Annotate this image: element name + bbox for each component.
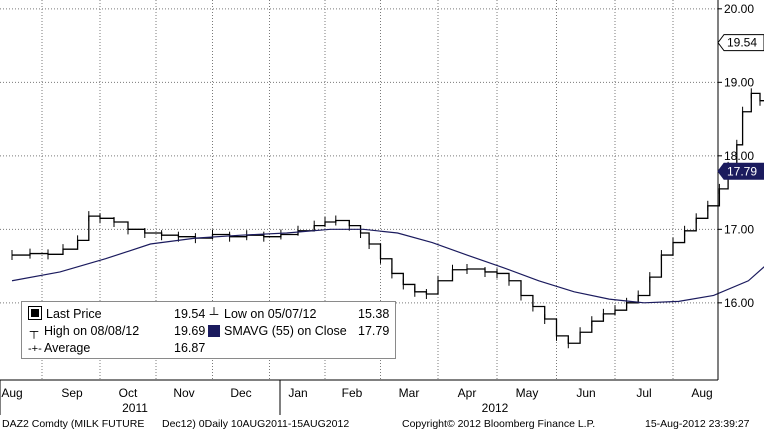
legend-high-value: 19.69 [174,324,206,338]
y-tick-label-0: 20.00 [724,2,754,16]
price-chart: 20.00 19.00 18.00 17.00 16.00 19.54 17.79 Aug Se… [0,0,764,415]
legend-last-price-label: Last Price [46,307,102,321]
month-label-1: Sep [61,386,83,400]
month-label-9: May [516,386,539,400]
year-label-1: 2012 [482,401,509,415]
legend-high-label: High on 08/08/12 [44,324,140,338]
smavg-badge-label: 17.79 [727,164,757,178]
last-price-badge [717,34,764,52]
high-marker-icon: ┬ [29,324,39,338]
month-label-11: Jul [636,386,651,400]
footer-contract: Dec12) 0Daily 10AUG2011-15AUG2012 [162,418,350,430]
grid-lines [0,0,718,380]
y-tick-label-1: 19.00 [724,75,754,89]
legend-average-value: 16.87 [174,341,206,355]
month-label-7: Mar [399,386,420,400]
footer-ticker: DAZ2 Comdty (MILK FUTURE [2,418,145,430]
legend-last-price-value: 19.54 [174,307,206,321]
month-label-12: Aug [691,386,712,400]
month-label-4: Dec [230,386,251,400]
smavg-badge [717,162,764,180]
year-label-0: 2011 [122,401,148,415]
last-price-swatch-icon [28,306,42,320]
low-marker-icon: ┴ [209,307,219,321]
legend-low-value: 15.38 [358,307,390,321]
axes: 20.00 19.00 18.00 17.00 16.00 19.54 17.79 Aug Se… [0,0,764,415]
legend-smavg-value: 17.79 [358,324,390,338]
y-tick-label-2: 18.00 [724,149,754,163]
footer-timestamp: 15-Aug-2012 23:39:27 [645,418,750,430]
legend-average: -+- Average [28,338,90,358]
month-label-10: Jun [576,386,595,400]
legend-average-label: Average [44,341,91,355]
month-label-0: Aug [1,386,22,400]
plot-area [11,88,764,349]
average-marker-icon: -+- [28,343,42,355]
smavg-swatch-icon [208,325,220,337]
month-label-3: Nov [173,386,194,400]
legend-smavg: SMAVG (55) on Close [208,321,347,341]
y-tick-label-3: 17.00 [724,222,754,236]
y-tick-label-4: 16.00 [724,296,754,310]
month-label-2: Oct [119,386,138,400]
legend-high: ┬ High on 08/08/12 [28,321,139,341]
series-smavg [11,228,764,304]
month-label-6: Feb [342,386,363,400]
legend-smavg-label: SMAVG (55) on Close [224,324,347,338]
legend: Last Price 19.54 ┬ High on 08/08/12 19.69… [21,301,396,359]
footer: DAZ2 Comdty (MILK FUTURE Dec12) 0Daily 1… [0,415,764,433]
legend-last-price: Last Price [28,304,102,324]
last-price-badge-label: 19.54 [727,36,757,50]
legend-low-label: Low on 05/07/12 [224,307,317,321]
legend-low: ┴ Low on 05/07/12 [208,304,317,324]
month-label-8: Apr [458,386,477,400]
month-label-5: Jan [288,386,307,400]
footer-copyright: Copyright© 2012 Bloomberg Finance L.P. [402,418,596,430]
